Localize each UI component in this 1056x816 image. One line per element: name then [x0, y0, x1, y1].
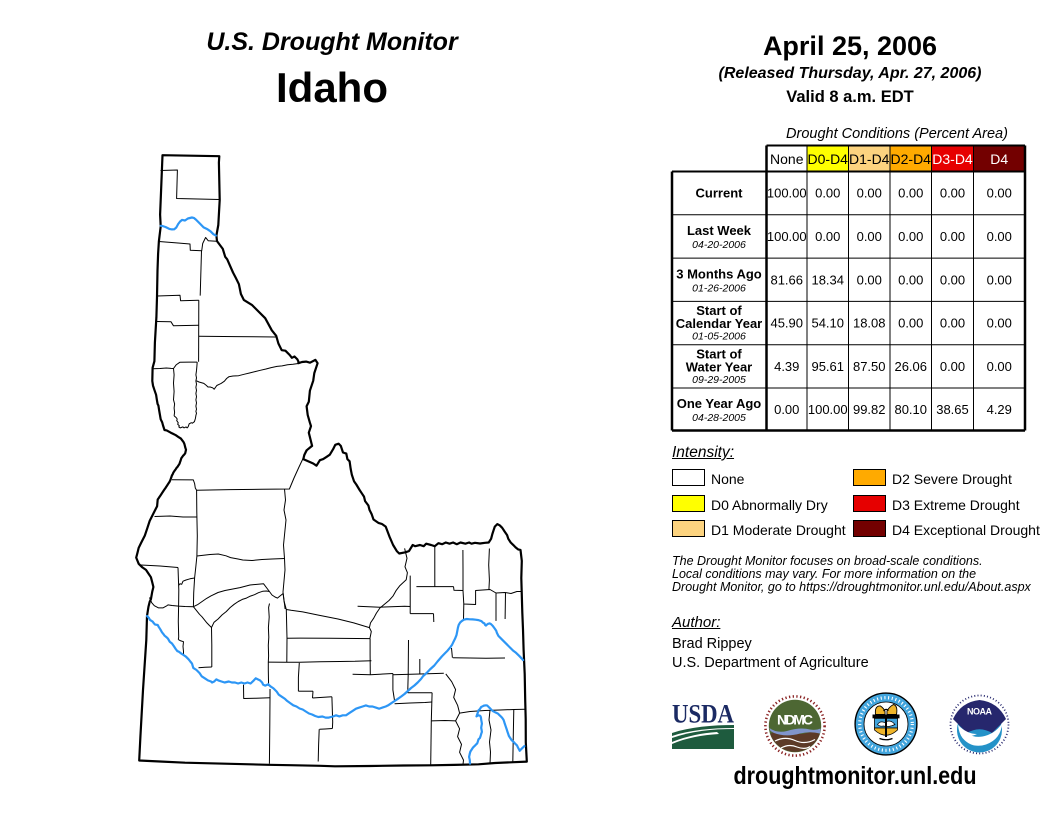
- svg-text:0.00: 0.00: [898, 229, 923, 244]
- svg-text:26.06: 26.06: [894, 359, 927, 374]
- svg-text:D3-D4: D3-D4: [932, 151, 973, 167]
- svg-text:0.00: 0.00: [815, 229, 840, 244]
- svg-text:4.39: 4.39: [774, 359, 799, 374]
- svg-text:80.10: 80.10: [894, 402, 927, 417]
- svg-text:NDMC: NDMC: [777, 712, 813, 728]
- svg-text:0.00: 0.00: [857, 186, 882, 201]
- svg-text:0.00: 0.00: [898, 316, 923, 331]
- svg-text:USDA: USDA: [672, 702, 734, 729]
- svg-text:3 Months Ago: 3 Months Ago: [676, 266, 762, 281]
- svg-text:0.00: 0.00: [940, 229, 965, 244]
- svg-text:45.90: 45.90: [770, 316, 803, 331]
- svg-text:0.00: 0.00: [987, 186, 1012, 201]
- svg-text:0.00: 0.00: [857, 272, 882, 287]
- svg-text:D1-D4: D1-D4: [849, 151, 890, 167]
- svg-text:0.00: 0.00: [987, 359, 1012, 374]
- svg-text:0.00: 0.00: [857, 229, 882, 244]
- svg-text:0.00: 0.00: [774, 402, 799, 417]
- svg-text:81.66: 81.66: [770, 272, 803, 287]
- svg-text:0.00: 0.00: [987, 229, 1012, 244]
- svg-text:0.00: 0.00: [940, 316, 965, 331]
- svg-text:18.34: 18.34: [811, 272, 844, 287]
- svg-text:0.00: 0.00: [940, 359, 965, 374]
- svg-text:D2-D4: D2-D4: [891, 151, 932, 167]
- svg-text:0.00: 0.00: [940, 272, 965, 287]
- svg-text:Start of: Start of: [696, 303, 742, 318]
- svg-text:54.10: 54.10: [811, 316, 844, 331]
- svg-text:95.61: 95.61: [811, 359, 844, 374]
- svg-text:Calendar Year: Calendar Year: [676, 316, 762, 331]
- svg-text:100.00: 100.00: [808, 402, 848, 417]
- svg-text:18.08: 18.08: [853, 316, 886, 331]
- svg-text:01-26-2006: 01-26-2006: [692, 282, 746, 294]
- svg-text:One Year Ago: One Year Ago: [677, 396, 762, 411]
- svg-text:0.00: 0.00: [940, 186, 965, 201]
- svg-text:Last Week: Last Week: [687, 223, 752, 238]
- svg-text:Current: Current: [696, 186, 744, 201]
- svg-text:09-29-2005: 09-29-2005: [692, 374, 746, 386]
- svg-text:99.82: 99.82: [853, 402, 886, 417]
- svg-text:87.50: 87.50: [853, 359, 886, 374]
- svg-text:None: None: [770, 151, 804, 167]
- svg-text:droughtmonitor.unl.edu: droughtmonitor.unl.edu: [734, 762, 977, 790]
- svg-text:4.29: 4.29: [987, 402, 1012, 417]
- svg-text:D0-D4: D0-D4: [808, 151, 849, 167]
- svg-text:0.00: 0.00: [815, 186, 840, 201]
- svg-text:0.00: 0.00: [898, 272, 923, 287]
- svg-text:0.00: 0.00: [987, 316, 1012, 331]
- svg-text:Water Year: Water Year: [686, 359, 753, 374]
- svg-text:04-28-2005: 04-28-2005: [692, 412, 746, 424]
- svg-text:100.00: 100.00: [767, 229, 807, 244]
- svg-text:100.00: 100.00: [767, 186, 807, 201]
- svg-text:38.65: 38.65: [936, 402, 969, 417]
- svg-text:04-20-2006: 04-20-2006: [692, 239, 746, 251]
- svg-text:NOAA: NOAA: [967, 707, 993, 717]
- svg-text:0.00: 0.00: [898, 186, 923, 201]
- svg-text:D4: D4: [990, 151, 1008, 167]
- svg-text:01-05-2006: 01-05-2006: [692, 331, 746, 343]
- svg-text:0.00: 0.00: [987, 272, 1012, 287]
- svg-text:Start of: Start of: [696, 346, 742, 361]
